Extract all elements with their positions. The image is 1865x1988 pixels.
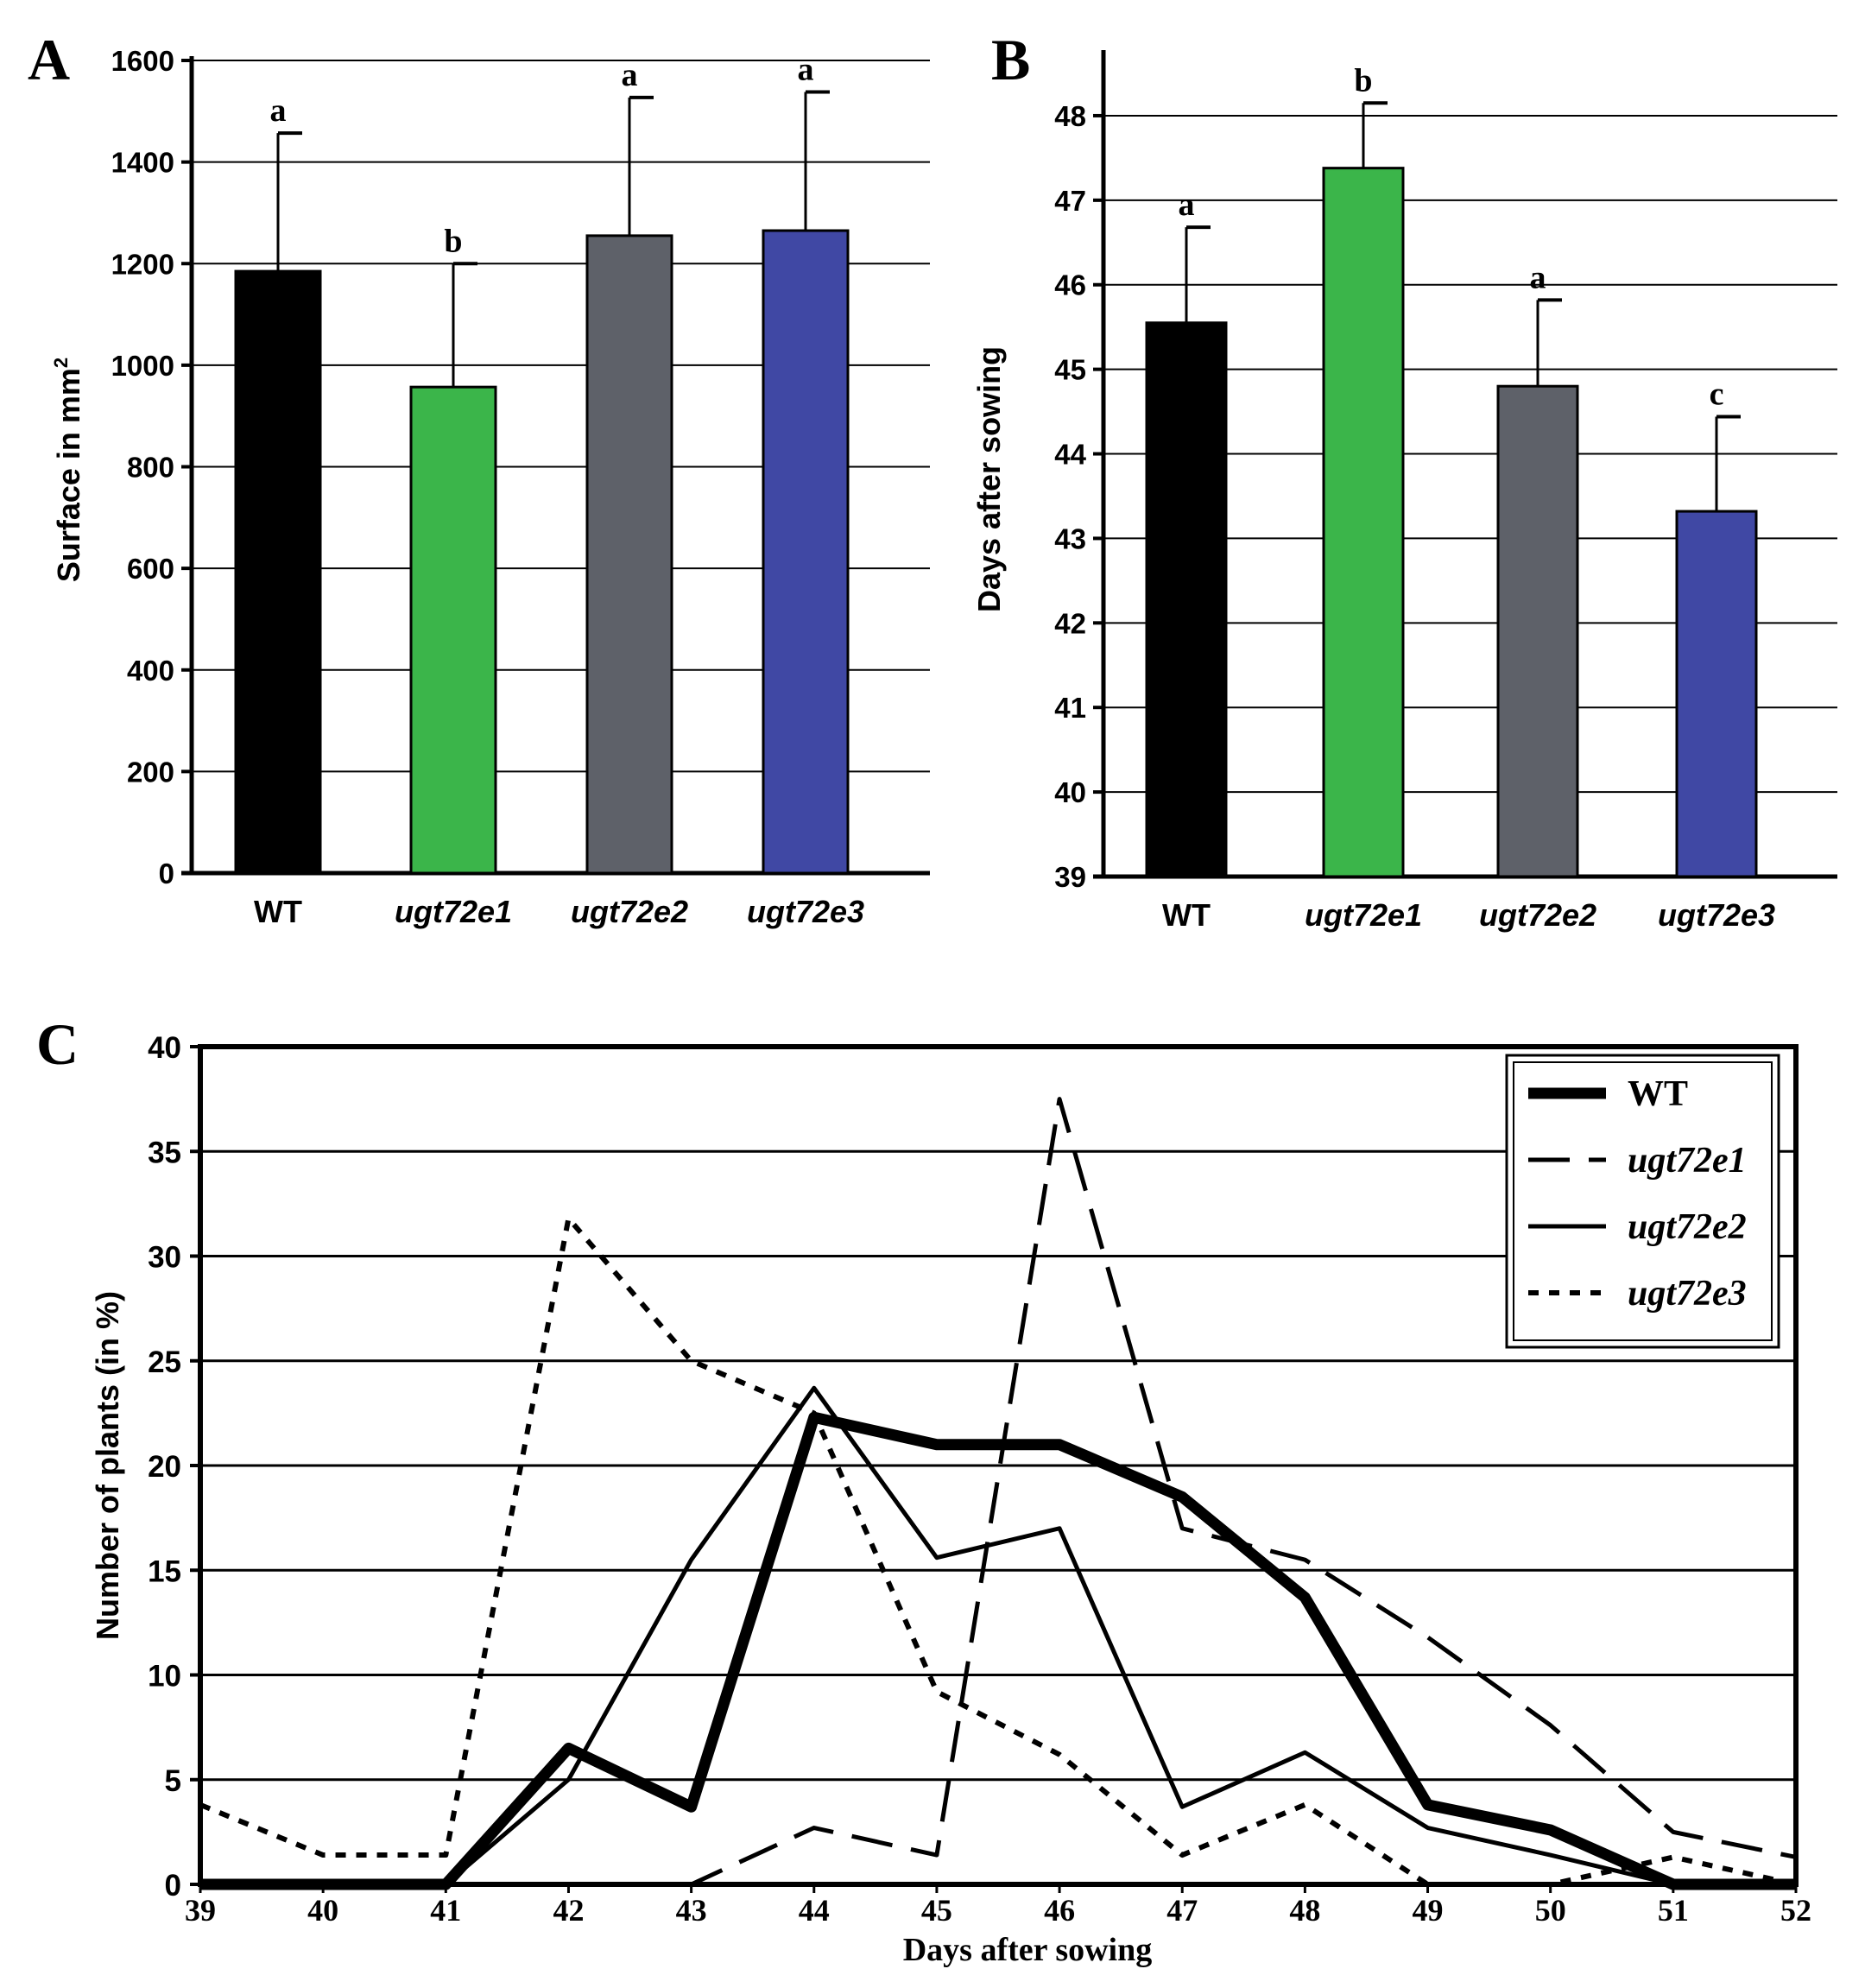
- x-tick-label: 50: [1535, 1893, 1566, 1928]
- y-tick-label: 43: [1054, 522, 1086, 554]
- legend-label: ugt72e3: [1628, 1274, 1747, 1314]
- x-tick-label: 39: [185, 1893, 216, 1928]
- y-tick-label: 10: [148, 1660, 181, 1694]
- y-tick-label: 5: [165, 1764, 181, 1798]
- significance-label: a: [622, 57, 638, 93]
- y-tick-label: 45: [1054, 354, 1086, 386]
- y-axis-label-text: Surface in mm: [51, 368, 86, 582]
- plot-frame: [198, 1044, 1799, 1887]
- x-tick-label: 44: [799, 1893, 830, 1928]
- y-tick-label: 41: [1054, 692, 1086, 724]
- x-category-label: ugt72e2: [571, 894, 688, 929]
- x-category-label: WT: [1162, 897, 1211, 933]
- x-category-label: ugt72e3: [747, 894, 864, 929]
- y-tick-label: 1600: [111, 45, 174, 77]
- series-line-ugt72e3: [199, 1215, 1797, 1887]
- x-category-label: WT: [254, 894, 302, 929]
- bar-ugt72e1: [409, 385, 497, 875]
- y-tick-label: 400: [127, 655, 174, 687]
- y-tick-label: 20: [148, 1450, 181, 1484]
- x-category-label: ugt72e2: [1479, 897, 1596, 933]
- y-tick-label: 44: [1054, 439, 1086, 471]
- significance-label: c: [1710, 376, 1724, 412]
- panel-c-chart: 0 5 10 15 20 25 30 35 40 39 40 41 42 43 44 45 46 47 48 49 50…: [90, 1031, 1811, 1968]
- y-tick-label: 0: [159, 858, 174, 890]
- significance-label: a: [1530, 259, 1546, 295]
- y-tick-label: 200: [127, 756, 174, 788]
- legend-label: ugt72e1: [1628, 1141, 1747, 1181]
- panel-letter-a: A: [28, 27, 70, 92]
- x-category-label: ugt72e1: [1305, 897, 1422, 933]
- significance-label: a: [798, 51, 814, 87]
- x-tick-label: 45: [921, 1893, 952, 1928]
- x-tick-label: 46: [1044, 1893, 1075, 1928]
- significance-label: a: [270, 92, 287, 129]
- x-tick-label: 41: [430, 1893, 461, 1928]
- y-axis-label: Surface in mm2: [50, 358, 86, 582]
- x-tick-label: 42: [553, 1893, 584, 1928]
- y-tick-label: 600: [127, 553, 174, 585]
- legend-label: ugt72e2: [1628, 1207, 1747, 1247]
- x-tick-label: 47: [1166, 1893, 1198, 1928]
- y-tick-label: 30: [148, 1241, 181, 1275]
- y-axis-label-text: Days after sowing: [971, 346, 1007, 612]
- y-tick-label: 39: [1054, 861, 1086, 893]
- y-tick-label: 40: [148, 1031, 181, 1065]
- series-line-WT: [200, 1411, 1796, 1890]
- y-tick-label: 800: [127, 452, 174, 484]
- bar-WT: [1145, 321, 1228, 878]
- bar-ugt72e1: [1322, 167, 1405, 878]
- y-tick-label: 1400: [111, 147, 174, 179]
- x-category-label: ugt72e3: [1658, 897, 1775, 933]
- x-tick-label: 51: [1658, 1893, 1689, 1928]
- legend-inner-border: [1513, 1061, 1773, 1341]
- x-axis-label: Days after sowing: [903, 1932, 1153, 1968]
- y-tick-label: 42: [1054, 607, 1086, 639]
- y-tick-label: 47: [1054, 185, 1086, 217]
- series-line-ugt72e2: [200, 1385, 1796, 1887]
- y-tick-label: 15: [148, 1554, 181, 1588]
- bar-ugt72e2: [585, 234, 673, 875]
- bar-ugt72e2: [1496, 384, 1579, 878]
- y-tick-label: 25: [148, 1345, 181, 1379]
- panel-b-chart: 39 40 41 42 43 44 45 46 47 48 a WT b ugt72e1 a ugt72e2 c…: [971, 50, 1837, 933]
- y-tick-label: 46: [1054, 269, 1086, 301]
- y-tick-label: 1000: [111, 350, 174, 382]
- panel-a-chart: 0 200 400 600 800 1000 1200 1400 1600 a WT b ugt72e1…: [50, 45, 930, 929]
- x-tick-label: 49: [1413, 1893, 1444, 1928]
- x-tick-label: 40: [307, 1893, 338, 1928]
- legend-box: [1505, 1054, 1780, 1349]
- panel-letter-c: C: [36, 1011, 79, 1077]
- x-tick-label: 48: [1289, 1893, 1320, 1928]
- x-category-label: ugt72e1: [395, 894, 512, 929]
- y-axis-label-sup: 2: [50, 358, 72, 368]
- significance-label: a: [1179, 187, 1195, 223]
- y-tick-label: 48: [1054, 100, 1086, 132]
- bar-ugt72e3: [762, 229, 850, 875]
- y-tick-label: 40: [1054, 776, 1086, 808]
- y-axis-label: Days after sowing: [971, 346, 1007, 612]
- x-tick-label: 43: [676, 1893, 707, 1928]
- significance-label: b: [1354, 62, 1372, 98]
- y-tick-label: 35: [148, 1136, 181, 1169]
- y-tick-label: 0: [165, 1869, 181, 1903]
- y-tick-label: 1200: [111, 248, 174, 280]
- bar-WT: [234, 269, 322, 875]
- series-line-ugt72e1: [200, 1097, 1797, 1887]
- panel-letter-b: B: [991, 27, 1030, 92]
- significance-label: b: [444, 223, 462, 259]
- x-tick-label: 52: [1780, 1893, 1811, 1928]
- bar-ugt72e3: [1675, 510, 1758, 878]
- legend-label: WT: [1628, 1074, 1688, 1114]
- y-axis-label: Number of plants (in %): [90, 1291, 125, 1640]
